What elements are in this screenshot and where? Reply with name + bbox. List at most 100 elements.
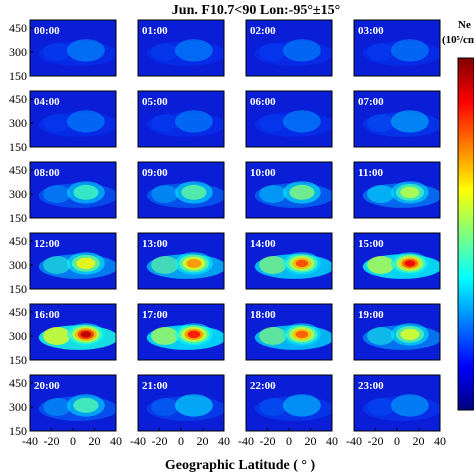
y-tick-label: 150 (9, 211, 27, 225)
x-tick-label: -40 (346, 434, 362, 448)
density-crest-south (43, 114, 71, 132)
panel-time-label: 22:00 (250, 380, 276, 392)
panel-frame (245, 232, 333, 290)
chart-title: Jun. F10.7<90 Lon:-95°±15° (172, 3, 340, 18)
panel-1800: 18:00 (245, 303, 333, 361)
panel-frame (29, 232, 117, 290)
x-tick-label: -40 (130, 434, 146, 448)
x-tick-label: 40 (110, 434, 122, 448)
panel-1700: 17:00 (137, 303, 225, 361)
density-peak-contour (174, 394, 213, 417)
density-peak-contour (295, 259, 309, 268)
y-tick-label: 300 (9, 258, 27, 272)
density-crest-south (367, 185, 395, 203)
panel-0700: 07:00 (353, 90, 441, 148)
density-peak-contour (390, 110, 429, 133)
density-crest-south (43, 398, 71, 416)
density-crest-south (151, 185, 179, 203)
panel-frame (29, 303, 117, 361)
panel-0400: 04:00 (29, 90, 117, 148)
density-peak-contour (76, 257, 96, 269)
density-crest-south (151, 327, 179, 345)
density-peak-contour (400, 186, 420, 198)
colorbar-title-line1: Ne (458, 19, 471, 31)
density-crest-south (367, 43, 395, 61)
panel-0300: 03:00 (353, 19, 441, 77)
density-crest-south (151, 43, 179, 61)
panel-frame (29, 19, 117, 77)
panel-frame (353, 161, 441, 219)
density-crest-south (259, 114, 287, 132)
x-tick-label: -20 (260, 434, 276, 448)
panel-frame (245, 161, 333, 219)
y-tick-label: 450 (9, 234, 27, 248)
x-tick-label: -20 (44, 434, 60, 448)
density-peak-contour (282, 39, 321, 62)
density-peak-contour (187, 330, 201, 339)
y-tick-label: 450 (9, 21, 27, 35)
density-peak-contour (181, 184, 207, 200)
panel-time-label: 03:00 (358, 25, 384, 37)
panel-time-label: 16:00 (34, 309, 60, 321)
x-tick-label: 40 (434, 434, 446, 448)
panel-1500: 15:00 (353, 232, 441, 290)
panel-1000: 10:00 (245, 161, 333, 219)
panel-1400: 14:00 (245, 232, 333, 290)
panel-2300: 23:00 (353, 374, 441, 432)
y-tick-label: 300 (9, 116, 27, 130)
panel-frame (137, 90, 225, 148)
density-crest-south (43, 43, 71, 61)
density-peak-contour (390, 394, 429, 417)
panel-1200: 12:00 (29, 232, 117, 290)
density-peak-contour (282, 110, 321, 133)
density-peak-contour (174, 39, 213, 62)
panel-0200: 02:00 (245, 19, 333, 77)
panel-time-label: 14:00 (250, 238, 276, 250)
panel-time-label: 11:00 (358, 167, 384, 179)
density-crest-south (367, 398, 395, 416)
panel-2200: 22:00 (245, 374, 333, 432)
panel-frame (29, 90, 117, 148)
density-crest-south (151, 398, 179, 416)
y-tick-label: 150 (9, 353, 27, 367)
density-crest-south (259, 256, 287, 274)
panel-frame (137, 161, 225, 219)
x-tick-label: 40 (218, 434, 230, 448)
panel-frame (353, 19, 441, 77)
y-tick-label: 450 (9, 376, 27, 390)
x-tick-label: -40 (22, 434, 38, 448)
density-crest-south (151, 114, 179, 132)
panel-time-label: 13:00 (142, 238, 168, 250)
colorbar-title-line2: (10⁵/cm (442, 34, 474, 46)
density-peak-contour (400, 328, 420, 340)
panel-time-label: 20:00 (34, 380, 60, 392)
x-tick-label: 0 (70, 434, 76, 448)
y-axis-ticks: 450 300 150 450 300 150 450 300 150 450 300 150 450 3… (9, 21, 33, 438)
density-peak-contour (73, 184, 99, 200)
density-peak-contour (174, 110, 213, 133)
x-tick-label: 0 (394, 434, 400, 448)
panel-time-label: 15:00 (358, 238, 384, 250)
panel-frame (245, 19, 333, 77)
y-tick-label: 150 (9, 282, 27, 296)
density-peak-contour (282, 394, 321, 417)
density-crest-south (367, 256, 395, 274)
panel-time-label: 08:00 (34, 167, 60, 179)
x-tick-label: -20 (152, 434, 168, 448)
x-tick-label: 40 (326, 434, 338, 448)
density-crest-south (43, 256, 71, 274)
density-crest-south (367, 327, 395, 345)
density-peak-contour (390, 39, 429, 62)
density-crest-south (151, 256, 179, 274)
density-crest-south (259, 185, 287, 203)
panel-grid: 00:00 01:00 02:00 03:00 04:00 05:00 06:00 07:00… (29, 19, 441, 432)
panel-time-label: 00:00 (34, 25, 60, 37)
density-peak-contour (289, 184, 315, 200)
colorbar-gradient (457, 57, 474, 411)
panel-frame (137, 232, 225, 290)
panel-frame (353, 90, 441, 148)
density-peak-contour (66, 39, 105, 62)
x-tick-label: -40 (238, 434, 254, 448)
density-peak-contour (73, 397, 99, 413)
panel-1300: 13:00 (137, 232, 225, 290)
